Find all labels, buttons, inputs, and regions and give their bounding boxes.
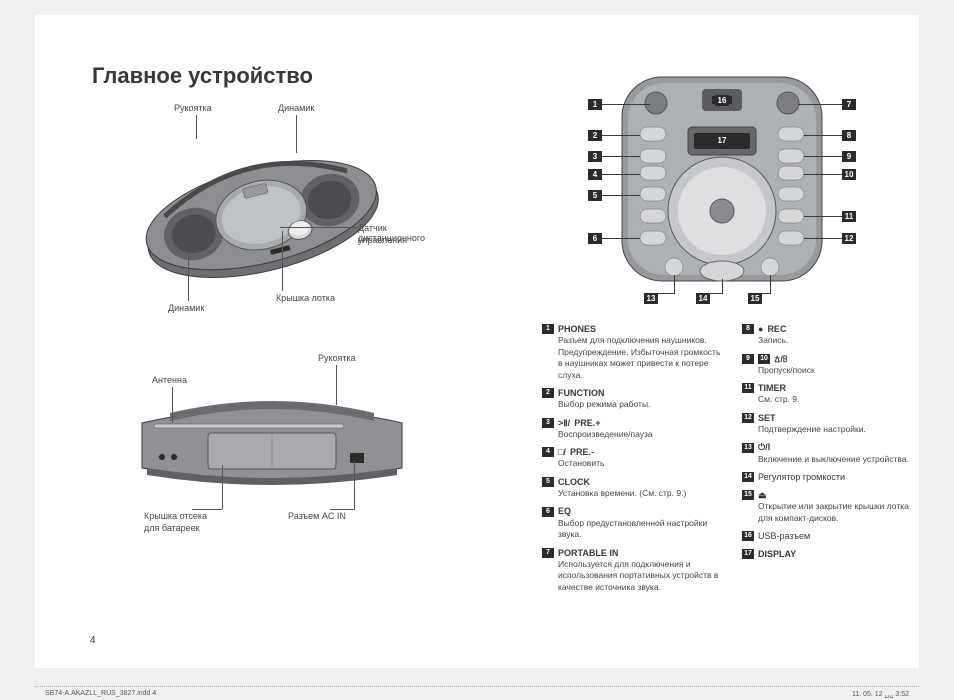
legend-item: 16USB-разъем (742, 530, 922, 542)
callout-3: 3 (588, 151, 602, 162)
callout-14: 14 (696, 293, 710, 304)
label-ac-in: Разъем AC IN (288, 511, 346, 521)
legend-item: 4□/PRE.-Остановить (542, 446, 722, 470)
legend-item: 17DISPLAY (742, 548, 922, 560)
callout-12: 12 (842, 233, 856, 244)
page-number: 4 (90, 635, 96, 646)
legend-item: 13⏻/ⅠВключение и выключение устройства. (742, 441, 922, 465)
legend-item: 11TIMERСм. стр. 9. (742, 382, 922, 406)
label-antenna: Антенна (152, 375, 187, 385)
legend-item: 15⏏Открытие или закрытие крышки лотка дл… (742, 489, 922, 524)
callout-11: 11 (842, 211, 856, 222)
callout-8: 8 (842, 130, 856, 141)
label-tray-cover: Крышка лотка (276, 293, 335, 303)
label-battery-2: для батареек (144, 523, 200, 533)
callout-17: 17 (715, 135, 729, 146)
control-panel-section: 1 2 3 4 5 6 7 8 9 10 (542, 63, 902, 313)
label-speaker-bottom: Динамик (168, 303, 204, 313)
device-top-view: Рукоятка Динамик Датчик дистанционного у… (92, 103, 452, 323)
control-panel-diagram: 1 2 3 4 5 6 7 8 9 10 (582, 73, 862, 313)
callout-13: 13 (644, 293, 658, 304)
legend-col-left: 1PHONESРазъем для подключения наушников.… (542, 323, 722, 599)
label-handle2: Рукоятка (318, 353, 356, 363)
device-rear-view: Рукоятка Антенна Крышка отсека для батар… (92, 353, 452, 553)
legend-item: 8●RECЗапись. (742, 323, 922, 347)
legend-item: 910ꕖ/ꕗПропуск/поиск (742, 353, 922, 377)
label-battery-1: Крышка отсека (144, 511, 207, 521)
callout-6: 6 (588, 233, 602, 244)
label-remote-sensor-2: управления (358, 235, 407, 245)
legend-item: 3>Ⅱ/PRE.+Воспроизведение/пауза (542, 417, 722, 441)
legend-item: 5CLOCKУстановка времени. (См. стр. 9.) (542, 476, 722, 500)
footer-right: 11. 05. 12 ␣␣ 3:52 (852, 690, 909, 698)
callout-10: 10 (842, 169, 856, 180)
callout-16: 16 (715, 95, 729, 106)
callout-4: 4 (588, 169, 602, 180)
legend-item: 2FUNCTIONВыбор режима работы. (542, 387, 722, 411)
callout-2: 2 (588, 130, 602, 141)
legend-item: 6EQВыбор предустановленной настройки зву… (542, 505, 722, 540)
illustrations: Рукоятка Динамик Датчик дистанционного у… (92, 103, 492, 553)
label-handle: Рукоятка (174, 103, 212, 113)
legend-item: 12SETПодтверждение настройки. (742, 412, 922, 436)
legend-item: 1PHONESРазъем для подключения наушников.… (542, 323, 722, 381)
label-speaker-top: Динамик (278, 103, 314, 113)
legend-item: 7PORTABLE INИспользуется для подключения… (542, 547, 722, 594)
legend-item: 14Регулятор громкости (742, 471, 922, 483)
footer: SB74-A.AKAZLL_RUS_3827.indd 4 11. 05. 12… (35, 686, 919, 700)
legend-col-right: 8●RECЗапись. 910ꕖ/ꕗПропуск/поиск 11TIMERСм… (742, 323, 922, 599)
callout-15: 15 (748, 293, 762, 304)
callout-5: 5 (588, 190, 602, 201)
callout-7: 7 (842, 99, 856, 110)
footer-left: SB74-A.AKAZLL_RUS_3827.indd 4 (45, 690, 156, 697)
legend: 1PHONESРазъем для подключения наушников.… (542, 323, 922, 599)
callout-9: 9 (842, 151, 856, 162)
callout-1: 1 (588, 99, 602, 110)
